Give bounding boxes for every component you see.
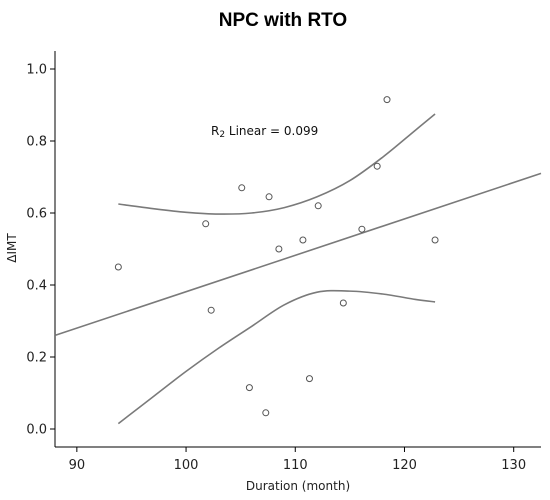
x-axis-label: Duration (month) <box>246 479 350 493</box>
data-points <box>114 96 439 417</box>
x-tick-label: 90 <box>69 458 86 473</box>
data-point <box>202 220 210 228</box>
r2-annotation-subscript: 2 <box>219 130 225 140</box>
data-point <box>305 375 313 383</box>
x-tick-label: 100 <box>174 458 199 473</box>
y-tick-label: 0.2 <box>26 351 47 366</box>
ci-upper-line <box>118 113 436 215</box>
x-tick-label: 130 <box>501 458 526 473</box>
chart-title: NPC with RTO <box>219 10 347 31</box>
data-point <box>339 299 347 307</box>
x-ticks: 90 100 110 120 130 <box>69 447 526 473</box>
x-tick-label: 120 <box>392 458 417 473</box>
data-point <box>275 245 283 253</box>
data-point <box>245 384 253 392</box>
y-ticks: 0.0 0.2 0.4 0.6 0.8 1.0 <box>26 63 55 438</box>
data-point <box>383 96 391 104</box>
data-point <box>431 236 439 244</box>
r2-annotation-prefix: R <box>211 124 219 138</box>
y-axis-label: ΔIMT <box>5 233 19 263</box>
data-point <box>238 184 246 192</box>
fit-lines <box>54 113 542 425</box>
y-tick-label: 0.6 <box>26 207 47 222</box>
y-tick-label: 0.4 <box>26 279 47 294</box>
fit-line <box>54 172 542 337</box>
data-point <box>114 263 122 271</box>
ci-lower-line <box>117 289 436 425</box>
data-point <box>358 225 366 233</box>
r2-annotation: R2 Linear = 0.099 <box>211 124 318 140</box>
r2-annotation-text: Linear = 0.099 <box>225 124 318 138</box>
data-point <box>265 193 273 201</box>
data-point <box>314 202 322 210</box>
x-tick-label: 110 <box>283 458 308 473</box>
data-point <box>299 236 307 244</box>
data-point <box>373 162 381 170</box>
data-point <box>207 306 215 314</box>
y-tick-label: 0.0 <box>26 423 47 438</box>
data-point <box>262 409 270 417</box>
y-tick-label: 0.8 <box>26 135 47 150</box>
y-tick-label: 1.0 <box>26 63 47 78</box>
